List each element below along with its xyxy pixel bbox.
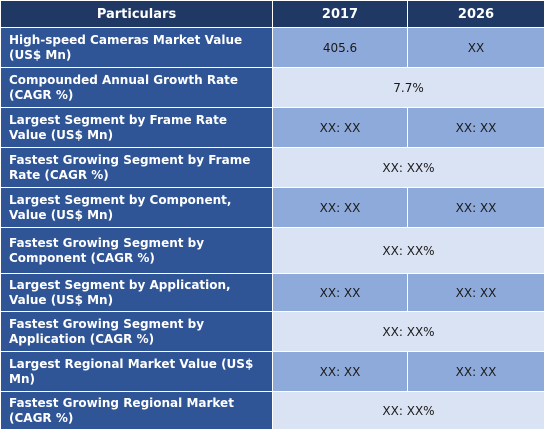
largest-component-2017: XX: XX bbox=[272, 187, 408, 228]
table-row: Fastest Growing Regional Market (CAGR %)… bbox=[0, 391, 544, 430]
largest-frame-rate-2026: XX: XX bbox=[407, 107, 544, 148]
largest-region-2026: XX: XX bbox=[407, 351, 544, 392]
row-label-fastest-region: Fastest Growing Regional Market (CAGR %) bbox=[0, 391, 273, 430]
table-row: Largest Segment by Component, Value (US$… bbox=[0, 187, 544, 228]
row-label-fastest-component: Fastest Growing Segment by Component (CA… bbox=[0, 227, 273, 274]
market-value-2017: 405.6 bbox=[272, 27, 408, 68]
row-label-fastest-frame-rate: Fastest Growing Segment by Frame Rate (C… bbox=[0, 147, 273, 188]
largest-component-2026: XX: XX bbox=[407, 187, 544, 228]
table-row: Largest Segment by Frame Rate Value (US$… bbox=[0, 107, 544, 148]
fastest-component-value: XX: XX% bbox=[272, 227, 544, 274]
fastest-region-value: XX: XX% bbox=[272, 391, 544, 430]
table-row: Fastest Growing Segment by Application (… bbox=[0, 311, 544, 352]
largest-application-2026: XX: XX bbox=[407, 273, 544, 312]
row-label-largest-application: Largest Segment by Application, Value (U… bbox=[0, 273, 273, 312]
table-row: Compounded Annual Growth Rate (CAGR %) 7… bbox=[0, 67, 544, 108]
largest-application-2017: XX: XX bbox=[272, 273, 408, 312]
header-year-2017: 2017 bbox=[272, 0, 408, 28]
table-row: Fastest Growing Segment by Frame Rate (C… bbox=[0, 147, 544, 188]
row-label-largest-component: Largest Segment by Component, Value (US$… bbox=[0, 187, 273, 228]
market-value-2026: XX bbox=[407, 27, 544, 68]
table-row: High-speed Cameras Market Value (US$ Mn)… bbox=[0, 27, 544, 68]
table-row: Largest Segment by Application, Value (U… bbox=[0, 273, 544, 312]
row-label-largest-region: Largest Regional Market Value (US$ Mn) bbox=[0, 351, 273, 392]
fastest-frame-rate-value: XX: XX% bbox=[272, 147, 544, 188]
table-row: Largest Regional Market Value (US$ Mn) X… bbox=[0, 351, 544, 392]
row-label-fastest-application: Fastest Growing Segment by Application (… bbox=[0, 311, 273, 352]
fastest-application-value: XX: XX% bbox=[272, 311, 544, 352]
row-label-cagr: Compounded Annual Growth Rate (CAGR %) bbox=[0, 67, 273, 108]
cagr-value: 7.7% bbox=[272, 67, 544, 108]
largest-frame-rate-2017: XX: XX bbox=[272, 107, 408, 148]
table-header-row: Particulars 2017 2026 bbox=[0, 0, 544, 28]
row-label-market-value: High-speed Cameras Market Value (US$ Mn) bbox=[0, 27, 273, 68]
table-row: Fastest Growing Segment by Component (CA… bbox=[0, 227, 544, 274]
row-label-largest-frame-rate: Largest Segment by Frame Rate Value (US$… bbox=[0, 107, 273, 148]
largest-region-2017: XX: XX bbox=[272, 351, 408, 392]
header-particulars: Particulars bbox=[0, 0, 273, 28]
header-year-2026: 2026 bbox=[407, 0, 544, 28]
